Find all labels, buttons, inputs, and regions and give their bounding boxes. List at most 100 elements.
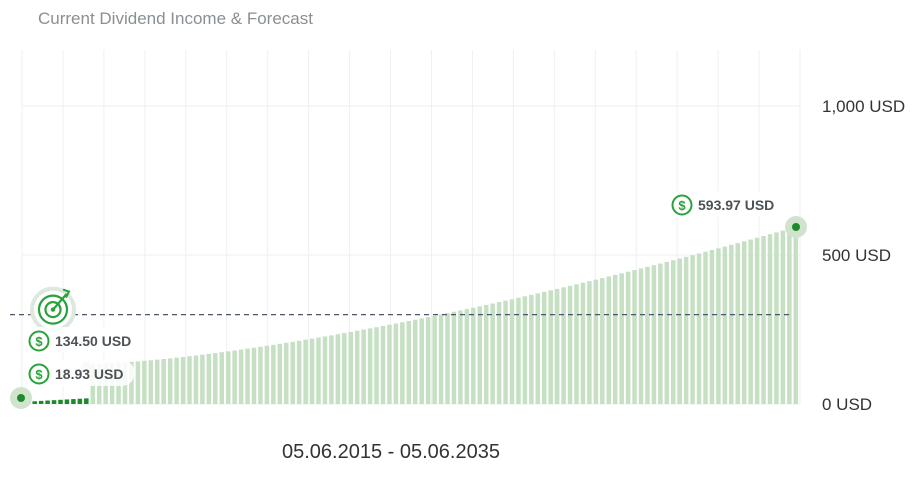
bar-forecast [161,359,166,404]
bar-forecast [696,253,702,404]
bar-forecast [296,340,302,404]
bar-forecast [761,236,766,404]
bar-forecast [774,232,779,404]
svg-text:$: $ [35,334,43,349]
bar-current [45,400,50,404]
bar-forecast [200,354,205,404]
bar-current [32,401,37,404]
bar-forecast [619,273,624,404]
bar-forecast [458,310,463,404]
bar-forecast [677,258,682,404]
bar-forecast [716,248,721,404]
bar-forecast [438,314,444,404]
bar-forecast [258,346,263,404]
bar-current [51,400,57,404]
target-icon [30,286,76,333]
bar-forecast [709,250,715,404]
bar-forecast [567,285,573,404]
bar-forecast [180,356,186,404]
bar-forecast [142,360,147,404]
bar-current [71,399,76,404]
bar-forecast [793,227,799,404]
bar-forecast [477,306,483,404]
date-range-label: 05.06.2015 - 05.06.2035 [282,441,500,463]
bar-forecast [361,329,366,404]
bar-forecast [580,282,586,404]
callout-label: 18.93 USD [55,366,123,382]
y-tick-label: 1,000 USD [822,97,905,116]
bar-forecast [348,331,354,404]
bar-forecast [483,304,489,404]
bar-forecast [548,290,553,404]
bar-forecast [748,239,753,404]
bar-forecast [413,319,418,404]
bar-forecast [516,297,521,404]
bar-forecast [471,307,476,404]
bar-forecast [225,351,231,404]
bar-forecast [490,303,495,404]
bar-forecast [451,311,457,404]
bar-forecast [245,348,250,404]
bar-forecast [193,355,199,404]
bar-forecast [174,357,179,404]
svg-text:$: $ [35,367,43,382]
bar-forecast [645,266,650,404]
bar-forecast [664,261,670,404]
bar-forecast [522,296,528,404]
bar-forecast [574,284,579,404]
bar-forecast [393,323,399,404]
callout-current: $18.93 USD [25,360,135,386]
bar-forecast [722,246,728,404]
bar-forecast [251,347,257,404]
bar-forecast [129,361,134,404]
target-line-group [10,286,792,333]
bar-forecast [606,276,612,404]
bar-forecast [690,255,695,404]
bar-forecast [387,324,392,404]
bar-forecast [419,318,424,404]
bar-forecast [729,244,734,404]
bar-forecast [780,230,786,404]
bar-forecast [787,228,792,404]
bar-forecast [542,291,547,404]
bar-forecast [561,287,566,404]
bar-forecast [425,317,431,404]
bar-forecast [354,330,360,404]
bar-forecast [683,256,689,404]
bar-current [64,399,70,404]
bar-forecast [367,328,373,404]
bar-forecast [612,274,618,404]
bar-forecast [264,345,270,404]
bar-forecast [238,349,244,404]
bar-forecast [284,342,289,404]
dollar-circle-icon: $ [28,330,50,352]
bar-forecast [503,300,508,404]
bar-forecast [135,361,141,404]
bar-forecast [554,288,560,404]
bar-forecast [232,350,237,404]
bar-forecast [322,336,328,404]
dollar-circle-icon: $ [671,194,693,216]
bar-forecast [213,353,218,404]
bar-forecast [496,302,502,404]
bar-forecast [335,334,341,404]
y-tick-label: 500 USD [822,246,891,265]
bar-forecast [309,338,315,404]
y-tick-label: 0 USD [822,395,872,414]
end-marker [792,222,800,231]
bar-forecast [445,313,450,404]
bar-forecast [638,268,644,404]
bar-forecast [671,260,676,404]
bar-forecast [464,309,470,404]
bar-forecast [374,327,379,404]
bar-forecast [148,360,154,404]
bar-forecast [400,322,405,404]
svg-text:$: $ [678,198,686,213]
bar-forecast [658,263,663,404]
bar-forecast [651,265,657,404]
bar-forecast [593,279,599,404]
bar-forecast [219,352,225,404]
start-marker [17,394,25,402]
bar-current [58,399,63,404]
